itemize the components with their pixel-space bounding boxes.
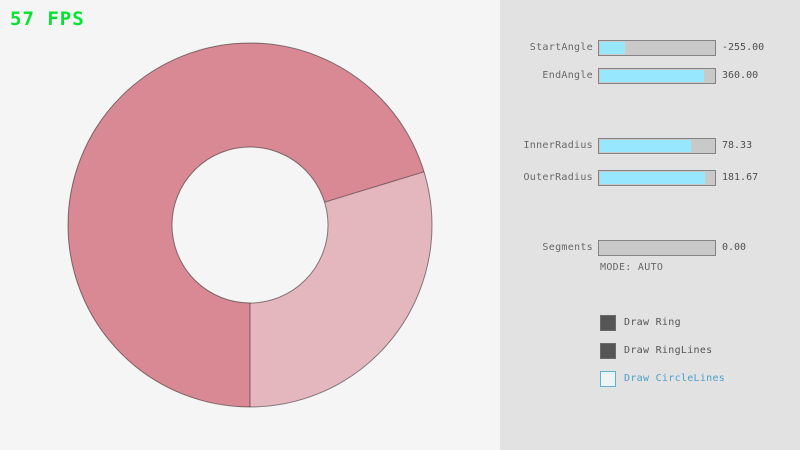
ring-edge-line-right	[324, 171, 425, 203]
slider-value: 0.00	[722, 242, 747, 253]
slider-row: EndAngle 360.00	[500, 68, 800, 84]
ring-outer-line	[67, 42, 433, 408]
slider-track[interactable]	[598, 40, 716, 56]
slider-value: 78.33	[722, 140, 753, 151]
slider-row: Segments 0.00	[500, 240, 800, 256]
control-panel: StartAngle -255.00 EndAngle 360.00 Inner…	[500, 0, 800, 450]
slider-track[interactable]	[598, 138, 716, 154]
slider-row: StartAngle -255.00	[500, 40, 800, 56]
checkbox-label: Draw CircleLines	[624, 373, 726, 384]
slider-row: InnerRadius 78.33	[500, 138, 800, 154]
slider-fill	[600, 172, 706, 184]
checkbox-box[interactable]	[600, 343, 616, 359]
fps-counter: 57 FPS	[10, 8, 85, 30]
ring-sector-overlap	[67, 43, 425, 408]
slider-fill	[600, 42, 626, 54]
ring-donut	[67, 42, 433, 408]
checkbox-box[interactable]	[600, 371, 616, 387]
slider-fill	[600, 70, 705, 82]
slider-value: 360.00	[722, 70, 759, 81]
checkbox-label: Draw RingLines	[624, 345, 713, 356]
slider-track[interactable]	[598, 170, 716, 186]
slider-row: OuterRadius 181.67	[500, 170, 800, 186]
ring-inner-line	[171, 146, 329, 304]
mode-label: MODE: AUTO	[600, 262, 664, 273]
slider-value: -255.00	[722, 42, 765, 53]
slider-label: InnerRadius	[523, 140, 593, 151]
slider-label: OuterRadius	[523, 172, 593, 183]
slider-label: EndAngle	[542, 70, 593, 81]
slider-label: StartAngle	[529, 42, 593, 53]
slider-value: 181.67	[722, 172, 759, 183]
slider-track[interactable]	[598, 68, 716, 84]
ring-sector-single	[250, 171, 432, 407]
checkbox-box[interactable]	[600, 315, 616, 331]
slider-fill	[600, 140, 691, 152]
ring-lines	[67, 42, 433, 408]
slider-label: Segments	[542, 242, 593, 253]
slider-track[interactable]	[598, 240, 716, 256]
checkbox-label: Draw Ring	[624, 317, 681, 328]
